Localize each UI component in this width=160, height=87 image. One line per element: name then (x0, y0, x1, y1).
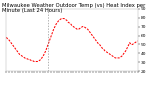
Text: Milwaukee Weather Outdoor Temp (vs) Heat Index per Minute (Last 24 Hours): Milwaukee Weather Outdoor Temp (vs) Heat… (2, 3, 145, 13)
